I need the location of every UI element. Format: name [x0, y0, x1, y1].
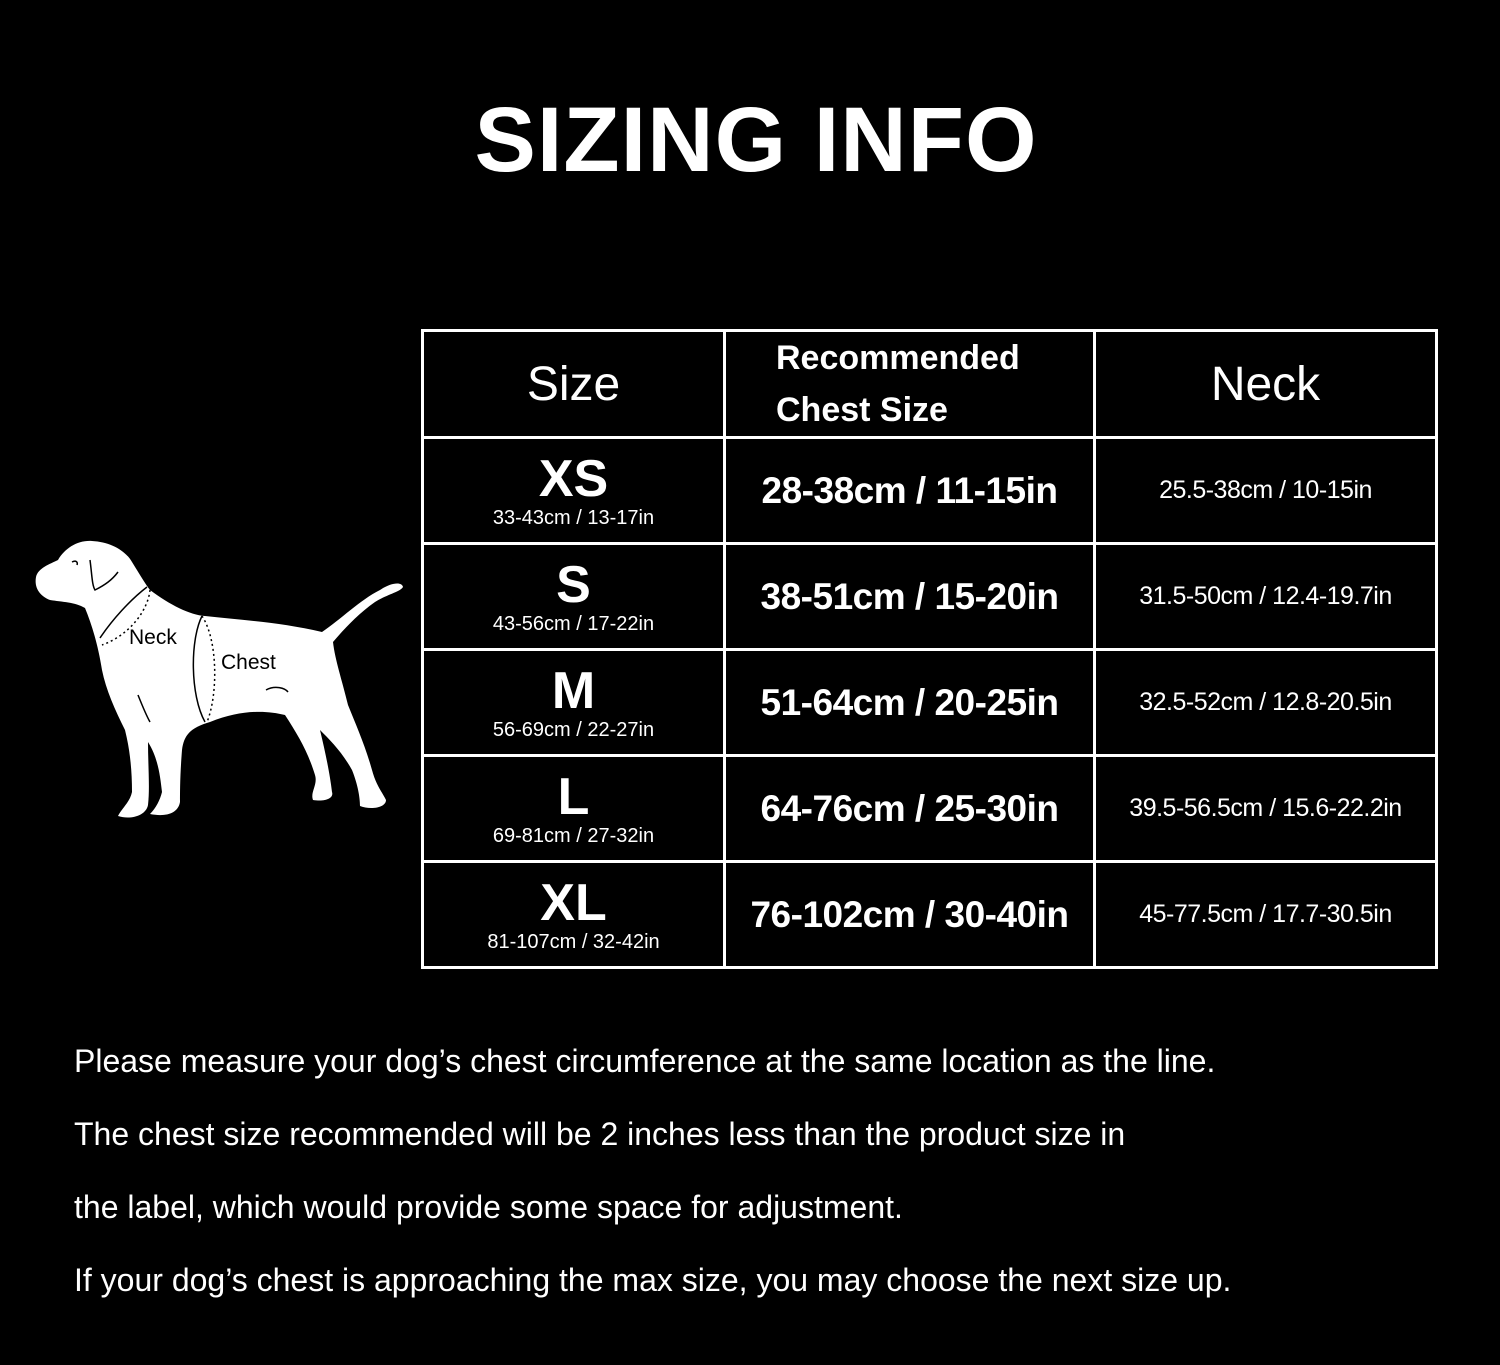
- size-label: M: [551, 662, 596, 720]
- header-chest: Recommended Chest Size: [723, 329, 1096, 439]
- table-row: S 43-56cm / 17-22in 38-51cm / 15-20in 31.…: [421, 542, 1438, 651]
- chest-cell: 64-76cm / 25-30in: [723, 754, 1096, 863]
- product-size: 56-69cm / 22-27in: [492, 719, 655, 741]
- note-line: Please measure your dog’s chest circumfe…: [74, 1043, 1216, 1079]
- size-cell: M 56-69cm / 22-27in: [421, 648, 726, 757]
- chest-cell: 51-64cm / 20-25in: [723, 648, 1096, 757]
- table-row: L 69-81cm / 27-32in 64-76cm / 25-30in 39.…: [421, 754, 1438, 863]
- neck-cell: 25.5-38cm / 10-15in: [1093, 436, 1438, 545]
- header-size: Size: [421, 329, 726, 439]
- table-header-row: Size Recommended Chest Size Neck: [421, 329, 1438, 439]
- size-label: L: [557, 768, 590, 826]
- neck-cell: 32.5-52cm / 12.8-20.5in: [1093, 648, 1438, 757]
- note-line: The chest size recommended will be 2 inc…: [74, 1116, 1126, 1152]
- header-chest-line1: Recommended: [776, 339, 1020, 377]
- neck-cell: 39.5-56.5cm / 15.6-22.2in: [1093, 754, 1438, 863]
- product-size: 69-81cm / 27-32in: [492, 825, 655, 847]
- header-chest-line2: Chest Size: [776, 391, 948, 429]
- header-neck: Neck: [1093, 329, 1438, 439]
- dog-measurement-diagram: Neck Chest: [35, 540, 404, 818]
- size-label: S: [556, 556, 591, 614]
- measurement-notes: Please measure your dog’s chest circumfe…: [74, 1038, 1231, 1330]
- chest-label: Chest: [221, 651, 276, 674]
- table-row: M 56-69cm / 22-27in 51-64cm / 20-25in 32.…: [421, 648, 1438, 757]
- table-row: XL 81-107cm / 32-42in 76-102cm / 30-40in …: [421, 860, 1438, 969]
- size-cell: XL 81-107cm / 32-42in: [421, 860, 726, 969]
- product-size: 33-43cm / 13-17in: [492, 507, 655, 529]
- product-size: 43-56cm / 17-22in: [492, 613, 655, 635]
- size-cell: XS 33-43cm / 13-17in: [421, 436, 726, 545]
- note-line: the label, which would provide some spac…: [74, 1189, 903, 1225]
- dog-silhouette: [35, 540, 404, 818]
- page-title: SIZING INFO: [474, 89, 1038, 191]
- product-size: 81-107cm / 32-42in: [487, 931, 660, 953]
- size-cell: S 43-56cm / 17-22in: [421, 542, 726, 651]
- size-label: XL: [540, 874, 607, 932]
- chest-cell: 76-102cm / 30-40in: [723, 860, 1096, 969]
- neck-cell: 31.5-50cm / 12.4-19.7in: [1093, 542, 1438, 651]
- neck-label: Neck: [129, 626, 177, 649]
- note-line: If your dog’s chest is approaching the m…: [74, 1262, 1232, 1298]
- table-row: XS 33-43cm / 13-17in 28-38cm / 11-15in 25…: [421, 436, 1438, 545]
- chest-cell: 38-51cm / 15-20in: [723, 542, 1096, 651]
- sizing-table: Size Recommended Chest Size Neck XS 33-43c…: [421, 329, 1438, 969]
- neck-cell: 45-77.5cm / 17.7-30.5in: [1093, 860, 1438, 969]
- size-label: XS: [538, 450, 609, 508]
- size-cell: L 69-81cm / 27-32in: [421, 754, 726, 863]
- chest-cell: 28-38cm / 11-15in: [723, 436, 1096, 545]
